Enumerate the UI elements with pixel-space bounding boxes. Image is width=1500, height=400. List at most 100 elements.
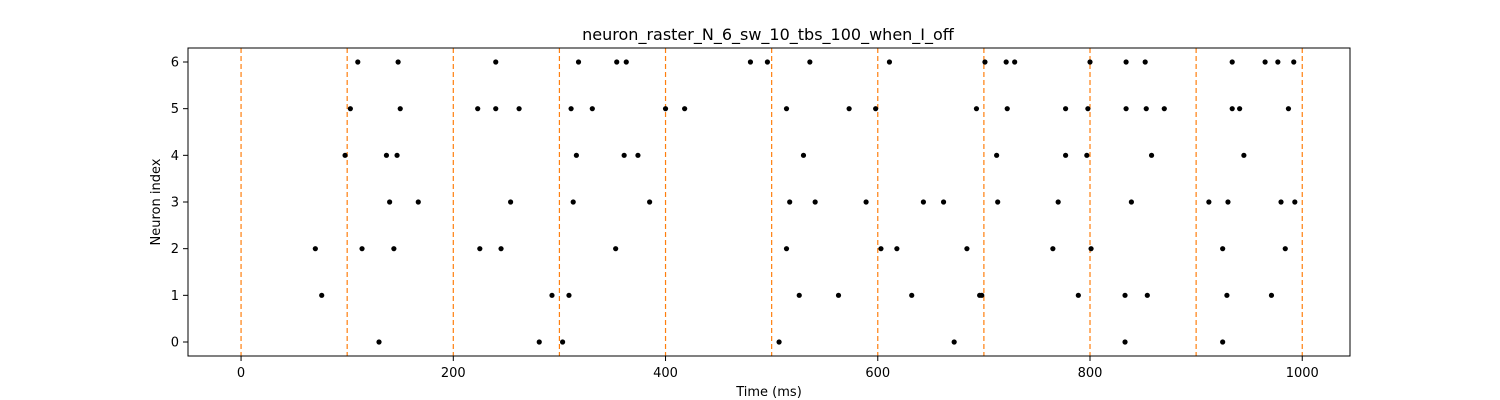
spike-point [614, 59, 620, 65]
spike-point [1122, 292, 1128, 298]
spike-point [1085, 106, 1091, 112]
spike-point [623, 59, 629, 65]
spike-point [1050, 246, 1056, 252]
spike-point [776, 339, 782, 345]
spike-point [1123, 106, 1129, 112]
spike-point [783, 246, 790, 252]
chart-title: neuron_raster_N_6_sw_10_tbs_100_when_I_o… [582, 25, 955, 45]
spike-point [1004, 106, 1010, 112]
spike-point [342, 152, 348, 158]
y-tick-label: 6 [171, 56, 179, 71]
spike-point [566, 292, 572, 298]
spike-point [493, 59, 499, 65]
spike-point [662, 106, 669, 112]
spike-point [312, 246, 318, 252]
spike-point [1123, 59, 1129, 65]
spike-point [982, 59, 988, 65]
spike-point [1278, 199, 1284, 205]
spike-point [516, 106, 522, 112]
spike-point [1012, 59, 1018, 65]
spike-point [1055, 199, 1061, 205]
spike-point [764, 59, 771, 65]
spike-point [570, 199, 576, 205]
spike-point [964, 246, 970, 252]
spike-point [391, 246, 397, 252]
spike-point [1262, 59, 1268, 65]
spike-point [835, 292, 842, 298]
spike-point [1229, 106, 1235, 112]
spike-point [549, 292, 555, 298]
spike-point [873, 106, 879, 112]
spike-point [1063, 152, 1069, 158]
x-tick-label: 0 [237, 366, 245, 381]
y-axis-label: Neuron index [149, 158, 164, 245]
spike-point [477, 246, 483, 252]
spike-point [940, 199, 947, 205]
spike-point [812, 199, 818, 205]
spike-point [395, 59, 401, 65]
spike-point [796, 292, 802, 298]
spike-point [575, 59, 582, 65]
x-tick-label: 800 [1078, 366, 1103, 381]
spike-point [909, 292, 915, 298]
spike-point [1148, 152, 1155, 158]
spike-point [1292, 199, 1298, 205]
spike-point [1220, 339, 1226, 345]
spike-point [1128, 199, 1134, 205]
x-tick-label: 200 [441, 366, 466, 381]
spike-point [894, 246, 900, 252]
spike-point [359, 246, 365, 252]
spike-point [1003, 59, 1009, 65]
spike-point [1075, 292, 1081, 298]
spike-point [1241, 152, 1247, 158]
spike-point [1282, 246, 1288, 252]
spike-points [312, 59, 1298, 345]
spike-point [1275, 59, 1281, 65]
spike-point [800, 152, 807, 158]
spike-point [994, 152, 1000, 158]
spike-point [376, 339, 382, 345]
spike-point [1225, 199, 1231, 205]
x-tick-label: 400 [653, 366, 678, 381]
spike-point [1144, 292, 1150, 298]
spike-point [1237, 106, 1243, 112]
vertical-marker-lines [240, 48, 1303, 356]
spike-point [475, 106, 481, 112]
spike-point [1229, 59, 1235, 65]
spike-point [415, 199, 421, 205]
spike-point [383, 152, 390, 158]
spike-point [951, 339, 957, 345]
spike-point [613, 246, 619, 252]
spike-point [920, 199, 927, 205]
spike-point [355, 59, 361, 65]
spike-point [979, 292, 985, 298]
spike-point [783, 106, 790, 112]
y-tick-label: 0 [171, 336, 179, 351]
spike-point [493, 106, 499, 112]
spike-point [508, 199, 514, 205]
spike-point [319, 292, 325, 298]
spike-point [347, 106, 353, 112]
spike-point [573, 152, 579, 158]
spike-point [1206, 199, 1212, 205]
y-tick-label: 3 [171, 196, 179, 211]
spike-point [846, 106, 852, 112]
spike-point [1063, 106, 1069, 112]
spike-point [886, 59, 893, 65]
spike-point [807, 59, 813, 65]
y-tick-label: 2 [171, 242, 179, 257]
spike-point [387, 199, 393, 205]
spike-point [973, 106, 980, 112]
x-tick-label: 1000 [1286, 366, 1319, 381]
spike-point [1122, 339, 1128, 345]
spike-point [635, 152, 641, 158]
spike-point [878, 246, 884, 252]
spike-point [1143, 106, 1149, 112]
spike-point [1224, 292, 1230, 298]
spike-point [863, 199, 869, 205]
x-tick-label: 600 [865, 366, 890, 381]
x-axis-label: Time (ms) [735, 385, 802, 400]
spike-point [647, 199, 653, 205]
spike-point [394, 152, 400, 158]
